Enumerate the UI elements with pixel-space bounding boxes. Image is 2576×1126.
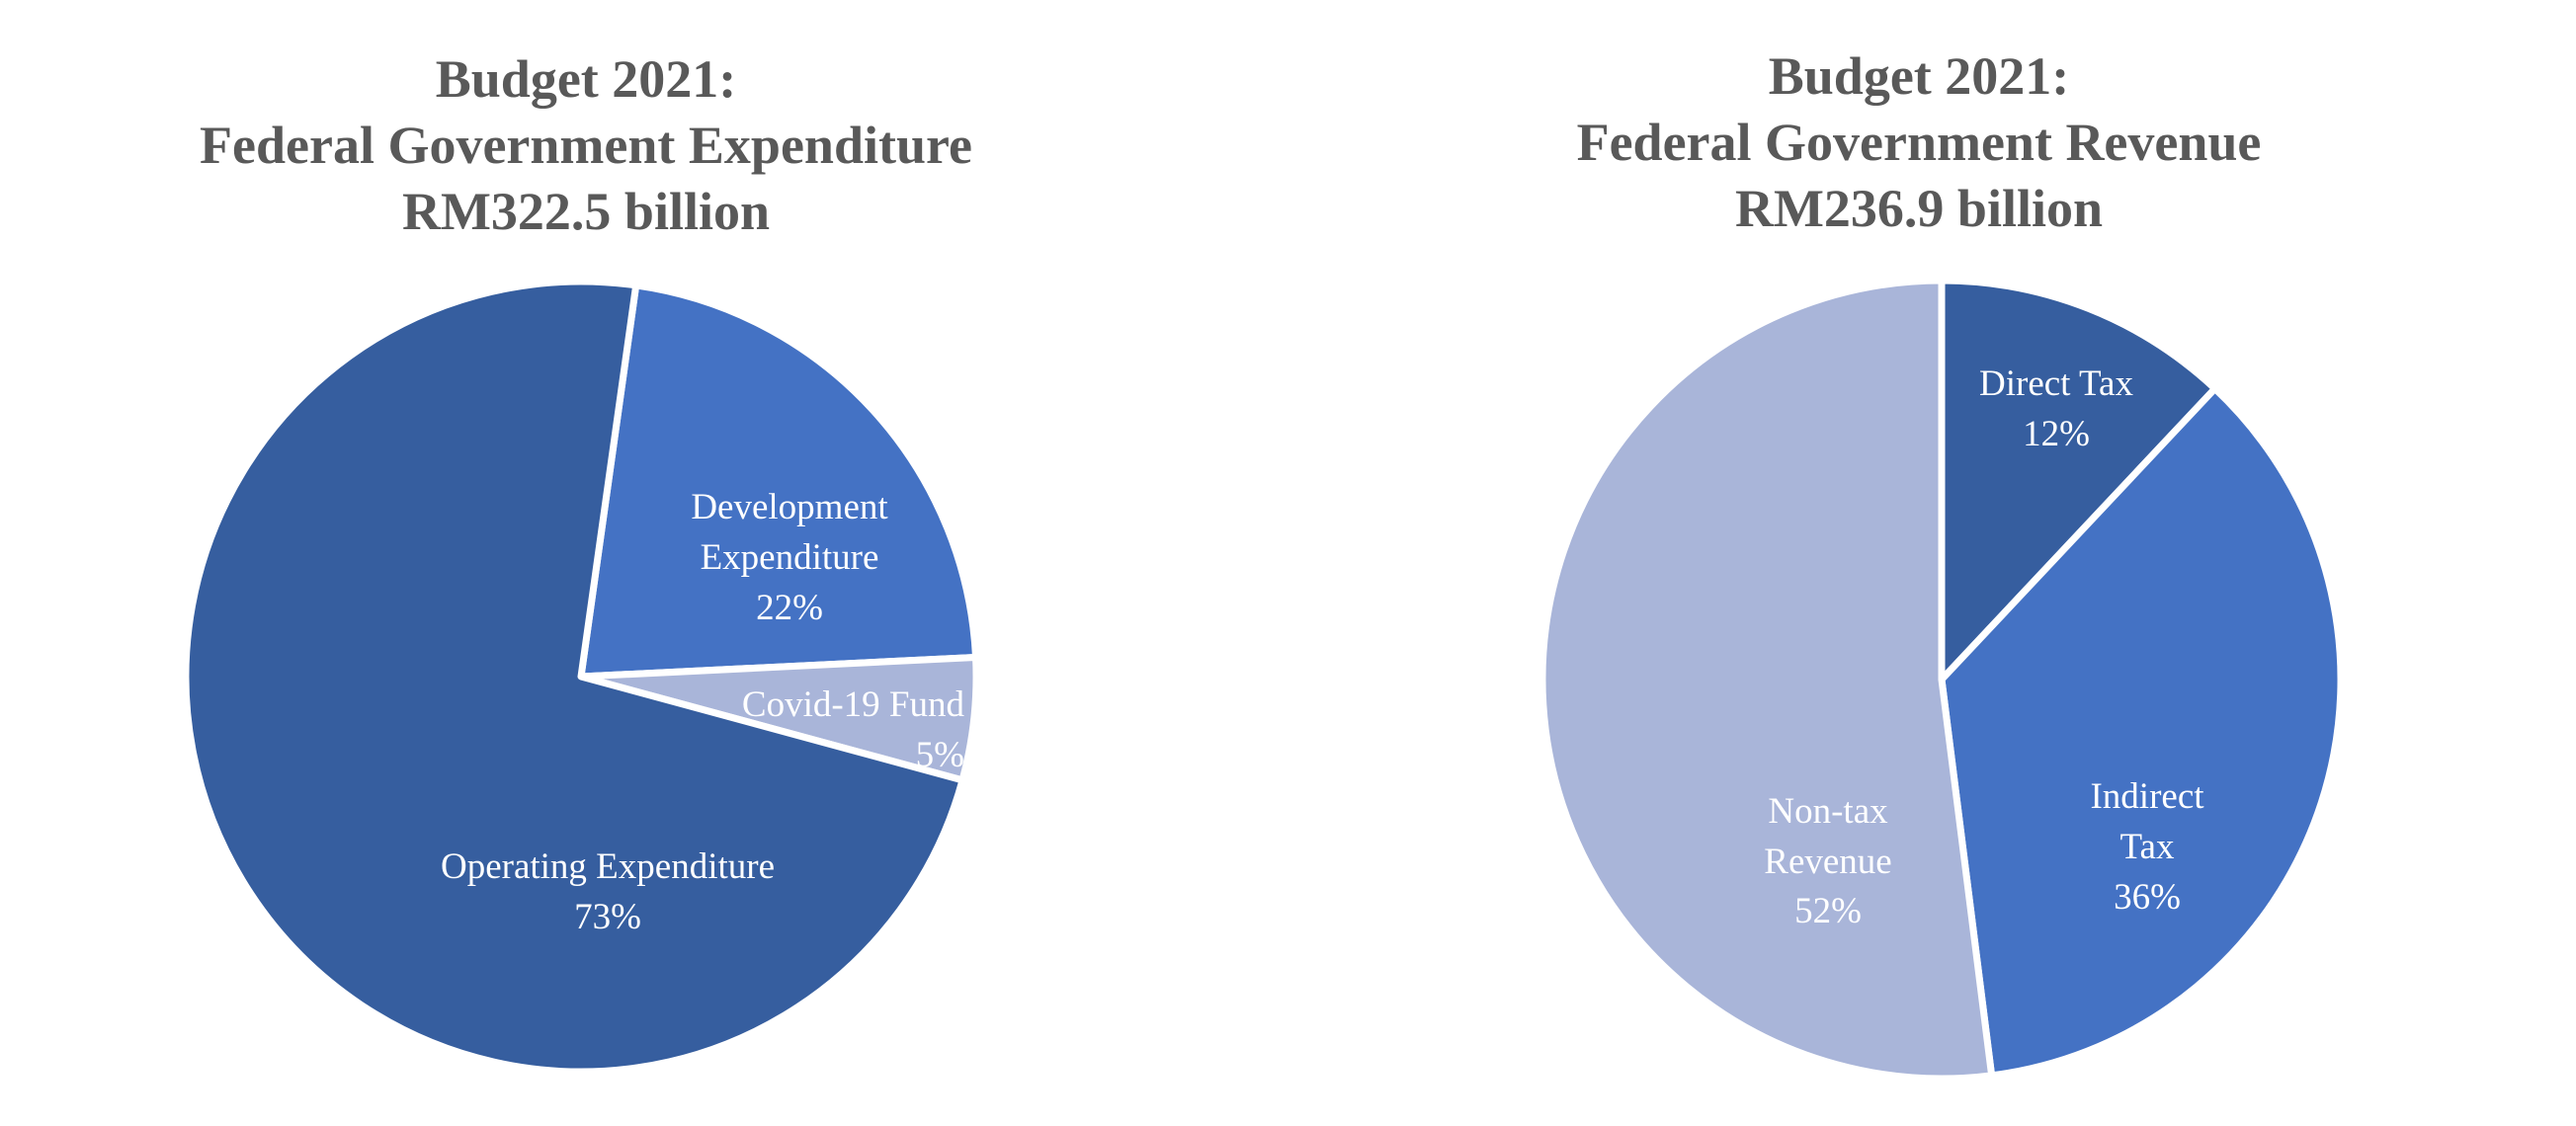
expenditure-chart: Budget 2021: Federal Government Expendit… xyxy=(182,49,980,1076)
revenue-title-line-2: Federal Government Revenue xyxy=(1577,113,2262,172)
development-label-2: Expenditure xyxy=(701,537,879,578)
expenditure-title-line-1: Budget 2021: xyxy=(436,49,737,109)
operating-label: Operating Expenditure xyxy=(441,846,775,887)
revenue-title-line-3: RM236.9 billion xyxy=(1735,179,2103,238)
revenue-chart: Budget 2021: Federal Government Revenue … xyxy=(1538,46,2345,1083)
indirect-tax-value: 36% xyxy=(2114,877,2181,918)
expenditure-title-line-2: Federal Government Expenditure xyxy=(200,116,972,175)
indirect-tax-label-2: Tax xyxy=(2120,827,2175,867)
pie-slice-direct-tax xyxy=(1938,277,2219,684)
development-value: 22% xyxy=(756,588,823,628)
non-tax-value: 52% xyxy=(1794,891,1862,931)
pie-slice-operating-expenditure xyxy=(182,278,966,1076)
direct-tax-value: 12% xyxy=(2023,414,2090,454)
indirect-tax-label-1: Indirect xyxy=(2090,776,2204,817)
non-tax-label-2: Revenue xyxy=(1764,842,1891,882)
revenue-title-line-1: Budget 2021: xyxy=(1769,46,2070,106)
expenditure-pie xyxy=(182,278,980,1076)
expenditure-title-line-3: RM322.5 billion xyxy=(402,182,770,241)
non-tax-label-1: Non-tax xyxy=(1768,791,1888,832)
development-label-1: Development xyxy=(691,487,888,527)
direct-tax-label: Direct Tax xyxy=(1979,363,2133,404)
pie-slice-development-expenditure xyxy=(577,282,980,681)
revenue-pie xyxy=(1538,277,2345,1083)
pie-slice-indirect-tax xyxy=(1938,384,2345,1080)
pie-slice-non-tax-revenue xyxy=(1538,277,1996,1083)
covid-value: 5% xyxy=(916,735,964,775)
covid-label: Covid-19 Fund xyxy=(742,684,965,725)
operating-value: 73% xyxy=(574,897,641,937)
